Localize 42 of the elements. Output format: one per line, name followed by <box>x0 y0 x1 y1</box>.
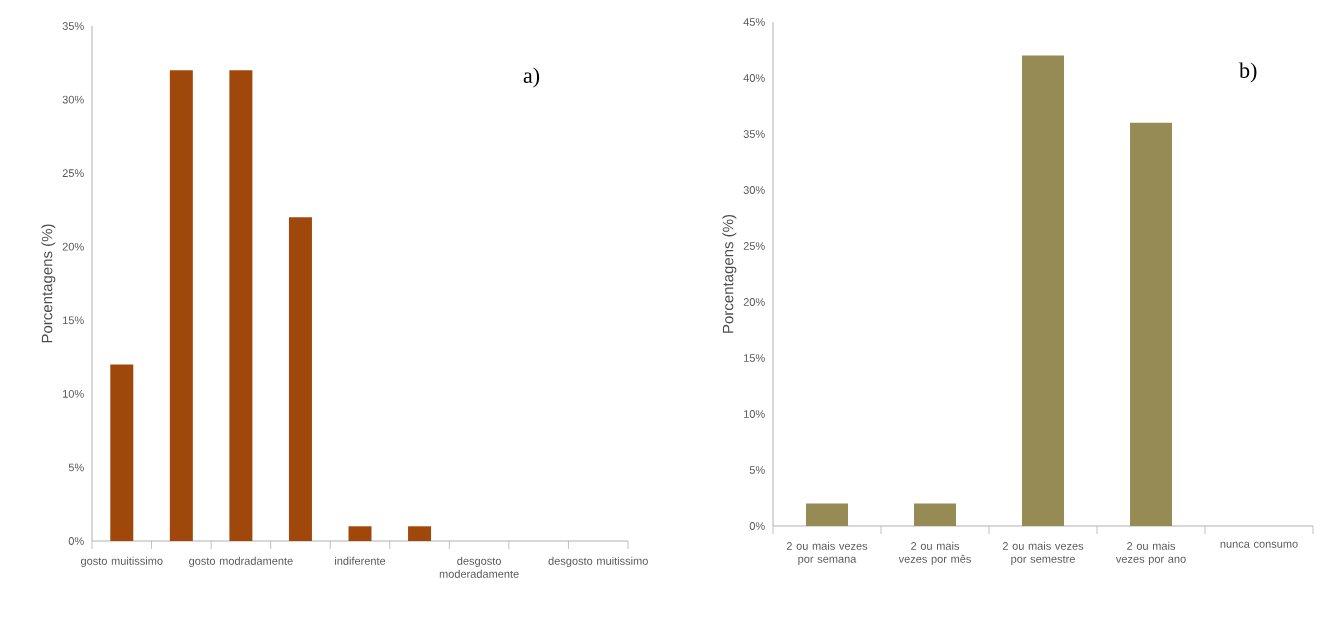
bar <box>1022 55 1065 526</box>
y-tick-label: 40% <box>743 74 765 82</box>
x-tick-label: gosto modradamente <box>189 556 293 568</box>
x-tick-label: 2 ou mais vezes por semana <box>786 541 868 566</box>
bar <box>288 217 312 541</box>
x-tick-label: desgosto muitissimo <box>548 556 648 568</box>
bar <box>229 70 253 541</box>
y-tick-label: 5% <box>68 463 84 472</box>
y-tick-label: 20% <box>743 298 765 306</box>
y-axis-title: Porcentagens (%) <box>41 224 56 343</box>
x-tick-label: 2 ou mais vezes por mês <box>898 541 971 566</box>
bar <box>806 503 849 526</box>
y-axis-title: Porcentagens (%) <box>722 214 737 333</box>
y-tick-label: 45% <box>743 18 765 26</box>
y-tick-label: 25% <box>62 169 84 178</box>
y-tick-label: 15% <box>744 354 765 362</box>
x-tick-label: nunca consumo <box>1220 541 1298 548</box>
x-tick-label: desgosto moderadamente <box>439 556 519 578</box>
y-tick-label: 35% <box>743 130 765 138</box>
bar <box>348 526 372 541</box>
y-tick-label: 30% <box>62 95 84 104</box>
y-tick-label: 5% <box>749 466 765 474</box>
x-tick-label: 2 ou mais vezes por semestre <box>1002 541 1084 566</box>
bar <box>914 503 957 526</box>
y-tick-label: 10% <box>63 389 84 398</box>
x-tick-label: gosto muitissimo <box>80 556 163 568</box>
y-tick-label: 20% <box>62 242 84 251</box>
x-tick-label: 2 ou mais vezes por ano <box>1115 541 1186 566</box>
y-tick-label: 25% <box>743 242 765 250</box>
y-tick-label: 35% <box>62 22 84 30</box>
annotation: b) <box>1239 62 1257 83</box>
y-tick-label: 10% <box>744 410 765 418</box>
y-tick-label: 0% <box>749 522 765 530</box>
x-tick-label: indiferente <box>335 556 386 565</box>
bar <box>408 526 432 541</box>
y-tick-label: 30% <box>743 186 765 194</box>
y-tick-label: 0% <box>68 537 84 545</box>
bar <box>110 364 134 541</box>
annotation: a) <box>523 67 540 88</box>
y-tick-label: 15% <box>63 316 84 325</box>
bar <box>169 70 193 541</box>
bar <box>1130 122 1173 526</box>
